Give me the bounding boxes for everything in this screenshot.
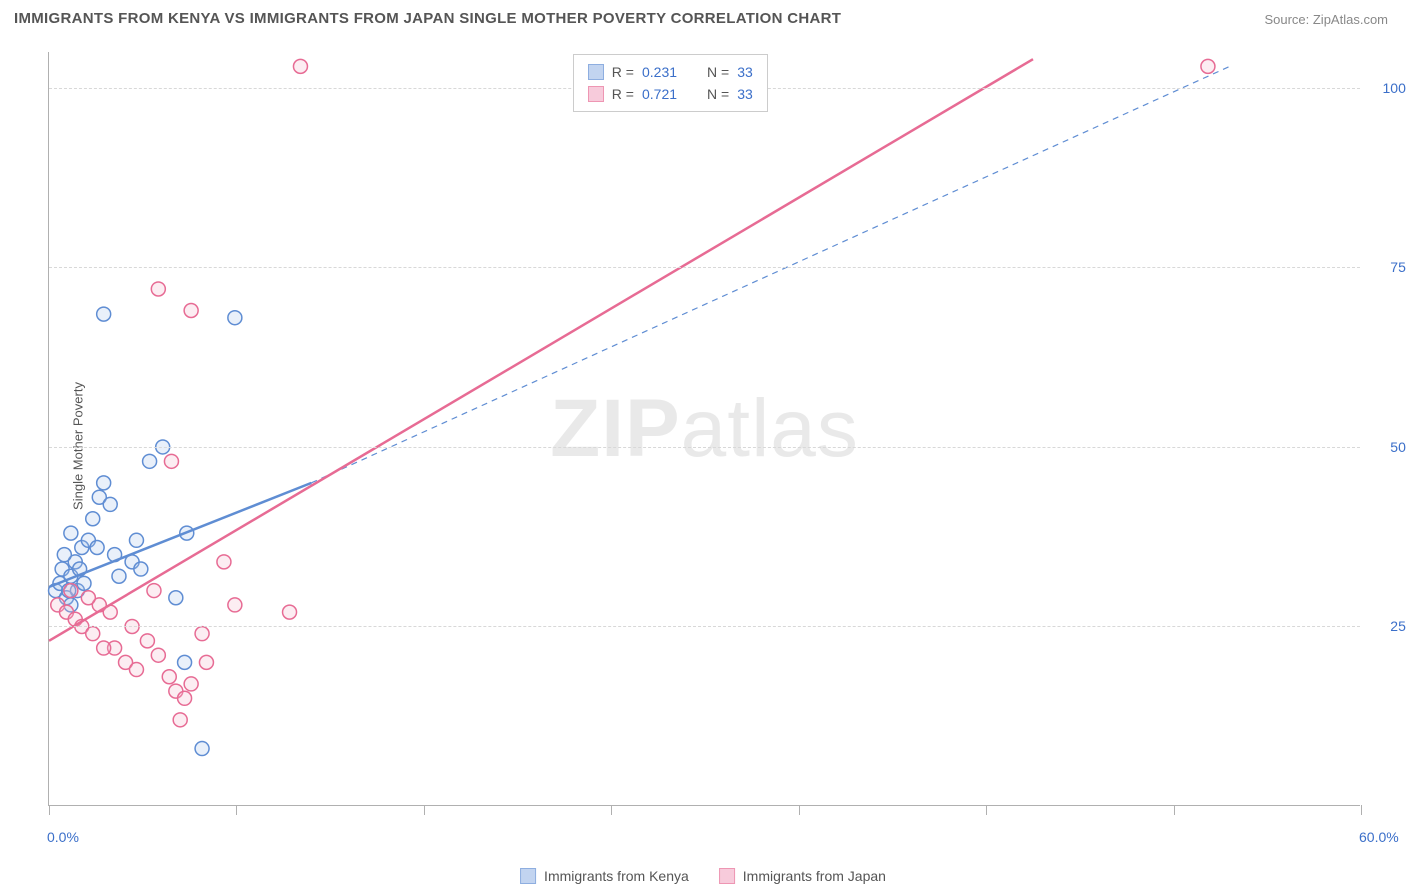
y-tick-label: 100.0% — [1370, 80, 1406, 96]
scatter-point — [178, 691, 192, 705]
scatter-point — [151, 648, 165, 662]
stats-legend-row: R = 0.231 N = 33 — [588, 61, 753, 83]
scatter-point — [140, 634, 154, 648]
gridline-h — [49, 267, 1360, 268]
y-tick-label: 50.0% — [1370, 439, 1406, 455]
regression-line-dashed — [311, 66, 1229, 482]
scatter-point — [1201, 59, 1215, 73]
chart-svg — [49, 52, 1360, 805]
x-axis-label: 0.0% — [47, 829, 79, 845]
legend-label: Immigrants from Japan — [743, 868, 886, 884]
scatter-point — [90, 540, 104, 554]
legend-label: Immigrants from Kenya — [544, 868, 689, 884]
x-tick — [1174, 805, 1175, 815]
scatter-point — [162, 670, 176, 684]
x-tick — [49, 805, 50, 815]
scatter-point — [184, 304, 198, 318]
legend-item: Immigrants from Kenya — [520, 868, 689, 884]
scatter-point — [143, 454, 157, 468]
scatter-point — [64, 584, 78, 598]
scatter-point — [184, 677, 198, 691]
scatter-point — [217, 555, 231, 569]
y-tick-label: 25.0% — [1370, 618, 1406, 634]
gridline-h — [49, 447, 1360, 448]
scatter-point — [97, 476, 111, 490]
n-label: N = — [707, 61, 729, 83]
legend-item: Immigrants from Japan — [719, 868, 886, 884]
scatter-point — [178, 655, 192, 669]
r-value: 0.721 — [642, 83, 677, 105]
x-tick — [1361, 805, 1362, 815]
scatter-point — [173, 713, 187, 727]
scatter-point — [283, 605, 297, 619]
scatter-point — [57, 548, 71, 562]
plot-area: ZIPatlas 25.0%50.0%75.0%100.0%0.0%60.0% — [48, 52, 1360, 806]
chart-title: IMMIGRANTS FROM KENYA VS IMMIGRANTS FROM… — [14, 10, 841, 27]
gridline-h — [49, 626, 1360, 627]
x-tick — [799, 805, 800, 815]
scatter-point — [195, 742, 209, 756]
scatter-point — [151, 282, 165, 296]
y-tick-label: 75.0% — [1370, 259, 1406, 275]
legend-swatch — [588, 64, 604, 80]
scatter-point — [134, 562, 148, 576]
r-label: R = — [612, 83, 634, 105]
scatter-point — [103, 497, 117, 511]
x-tick — [424, 805, 425, 815]
scatter-point — [112, 569, 126, 583]
scatter-point — [64, 526, 78, 540]
scatter-point — [228, 311, 242, 325]
x-tick — [236, 805, 237, 815]
scatter-point — [228, 598, 242, 612]
scatter-point — [97, 641, 111, 655]
scatter-point — [77, 576, 91, 590]
scatter-point — [97, 307, 111, 321]
source-label: Source: ZipAtlas.com — [1264, 12, 1388, 27]
scatter-point — [164, 454, 178, 468]
legend-swatch — [520, 868, 536, 884]
r-label: R = — [612, 61, 634, 83]
r-value: 0.231 — [642, 61, 677, 83]
stats-legend-row: R = 0.721 N = 33 — [588, 83, 753, 105]
legend-swatch — [719, 868, 735, 884]
scatter-point — [195, 627, 209, 641]
legend-swatch — [588, 86, 604, 102]
scatter-point — [199, 655, 213, 669]
n-value: 33 — [737, 61, 753, 83]
stats-legend: R = 0.231 N = 33 R = 0.721 N = 33 — [573, 54, 768, 112]
bottom-series-legend: Immigrants from Kenya Immigrants from Jap… — [520, 868, 886, 884]
scatter-point — [86, 512, 100, 526]
scatter-point — [169, 591, 183, 605]
scatter-point — [293, 59, 307, 73]
scatter-point — [129, 663, 143, 677]
scatter-point — [129, 533, 143, 547]
n-label: N = — [707, 83, 729, 105]
n-value: 33 — [737, 83, 753, 105]
scatter-point — [86, 627, 100, 641]
scatter-point — [147, 584, 161, 598]
regression-line — [49, 59, 1033, 641]
chart-container: IMMIGRANTS FROM KENYA VS IMMIGRANTS FROM… — [0, 0, 1406, 892]
x-tick — [986, 805, 987, 815]
scatter-point — [81, 591, 95, 605]
x-axis-label: 60.0% — [1359, 829, 1399, 845]
x-tick — [611, 805, 612, 815]
